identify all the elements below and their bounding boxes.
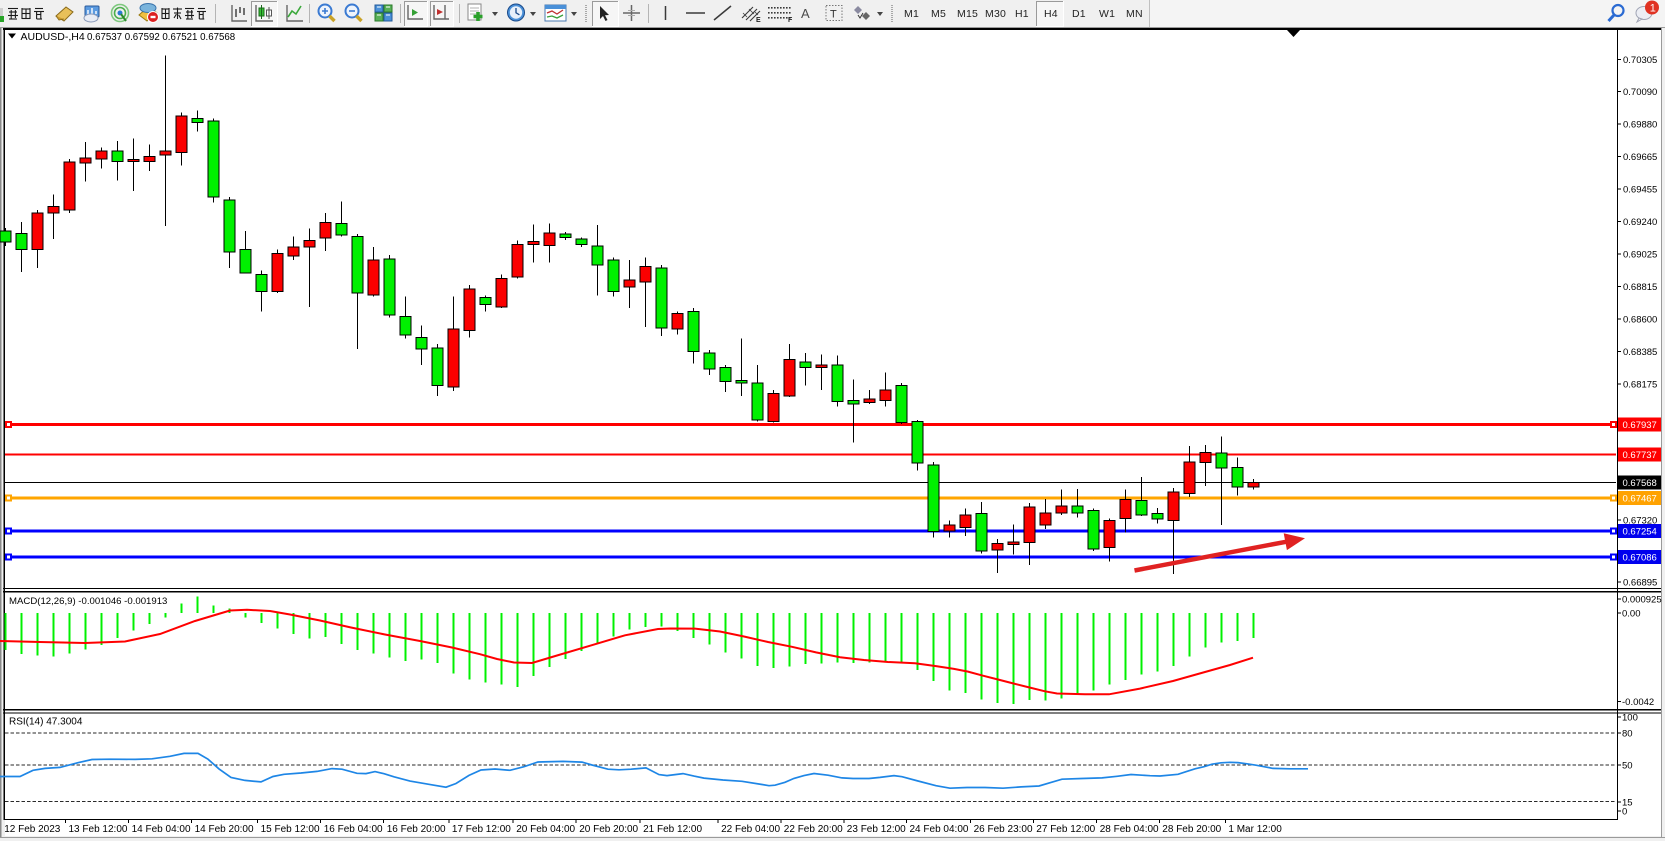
svg-text:0.67568: 0.67568 — [1623, 478, 1657, 489]
svg-text:M1: M1 — [904, 8, 919, 20]
svg-text:27 Feb 12:00: 27 Feb 12:00 — [1036, 824, 1095, 835]
svg-text:0.67086: 0.67086 — [1623, 552, 1657, 563]
svg-text:-0.0042: -0.0042 — [1622, 697, 1654, 708]
svg-text:0.67937: 0.67937 — [1623, 420, 1657, 431]
svg-text:F: F — [788, 17, 793, 24]
svg-text:0.69880: 0.69880 — [1623, 120, 1657, 131]
svg-text:14 Feb 04:00: 14 Feb 04:00 — [132, 824, 191, 835]
svg-text:20 Feb 04:00: 20 Feb 04:00 — [516, 824, 575, 835]
svg-text:0.67254: 0.67254 — [1623, 526, 1657, 537]
svg-text:14 Feb 20:00: 14 Feb 20:00 — [195, 824, 254, 835]
svg-text:17 Feb 12:00: 17 Feb 12:00 — [452, 824, 511, 835]
svg-text:0.67537 0.67592 0.67521 0.6756: 0.67537 0.67592 0.67521 0.67568 — [87, 32, 235, 43]
svg-text:M5: M5 — [931, 8, 946, 20]
svg-text:23 Feb 12:00: 23 Feb 12:00 — [847, 824, 906, 835]
svg-text:0.000925: 0.000925 — [1622, 594, 1662, 605]
svg-text:AUDUSD-,H4: AUDUSD-,H4 — [21, 31, 85, 43]
svg-text:M15: M15 — [957, 8, 978, 20]
svg-text:100: 100 — [1622, 713, 1638, 724]
svg-text:1: 1 — [1650, 3, 1656, 15]
svg-text:E: E — [756, 17, 761, 24]
svg-text:MN: MN — [1126, 8, 1143, 20]
svg-text:0.68600: 0.68600 — [1623, 315, 1657, 326]
svg-text:0.67320: 0.67320 — [1623, 515, 1657, 526]
svg-text:0.68175: 0.68175 — [1623, 380, 1657, 391]
svg-text:0: 0 — [1622, 807, 1627, 818]
svg-text:M30: M30 — [985, 8, 1006, 20]
svg-text:0.70305: 0.70305 — [1623, 55, 1657, 66]
svg-text:22 Feb 04:00: 22 Feb 04:00 — [721, 824, 780, 835]
svg-text:0.68815: 0.68815 — [1623, 282, 1657, 293]
svg-text:21 Feb 12:00: 21 Feb 12:00 — [643, 824, 702, 835]
svg-text:1 Mar 12:00: 1 Mar 12:00 — [1228, 824, 1282, 835]
svg-text:16 Feb 04:00: 16 Feb 04:00 — [324, 824, 383, 835]
svg-text:W1: W1 — [1099, 8, 1115, 20]
svg-text:MACD(12,26,9) -0.001046 -0.001: MACD(12,26,9) -0.001046 -0.001913 — [9, 596, 167, 607]
svg-text:T: T — [830, 9, 837, 21]
svg-text:28 Feb 20:00: 28 Feb 20:00 — [1162, 824, 1221, 835]
svg-text:0.67737: 0.67737 — [1623, 450, 1657, 461]
svg-text:0.68385: 0.68385 — [1623, 347, 1657, 358]
svg-text:15 Feb 12:00: 15 Feb 12:00 — [261, 824, 320, 835]
svg-text:24 Feb 04:00: 24 Feb 04:00 — [910, 824, 969, 835]
svg-text:D1: D1 — [1072, 8, 1086, 20]
svg-text:0.69025: 0.69025 — [1623, 250, 1657, 261]
svg-text:0.67467: 0.67467 — [1623, 493, 1657, 504]
svg-text:80: 80 — [1622, 728, 1633, 739]
svg-text:28 Feb 04:00: 28 Feb 04:00 — [1100, 824, 1159, 835]
svg-text:20 Feb 20:00: 20 Feb 20:00 — [579, 824, 638, 835]
svg-text:0.69665: 0.69665 — [1623, 152, 1657, 163]
svg-text:0.69240: 0.69240 — [1623, 217, 1657, 228]
svg-text:15: 15 — [1622, 798, 1633, 809]
svg-text:RSI(14) 47.3004: RSI(14) 47.3004 — [9, 717, 83, 728]
svg-text:H1: H1 — [1015, 8, 1029, 20]
svg-text:0.66895: 0.66895 — [1623, 578, 1657, 589]
svg-text:50: 50 — [1622, 760, 1633, 771]
svg-text:26 Feb 23:00: 26 Feb 23:00 — [974, 824, 1033, 835]
svg-text:16 Feb 20:00: 16 Feb 20:00 — [387, 824, 446, 835]
svg-text:12 Feb 2023: 12 Feb 2023 — [4, 824, 61, 835]
svg-text:0.70090: 0.70090 — [1623, 87, 1657, 98]
svg-text:0.69455: 0.69455 — [1623, 185, 1657, 196]
svg-text:H4: H4 — [1044, 8, 1058, 20]
svg-text:22 Feb 20:00: 22 Feb 20:00 — [784, 824, 843, 835]
svg-text:13 Feb 12:00: 13 Feb 12:00 — [69, 824, 128, 835]
svg-text:0.00: 0.00 — [1622, 609, 1641, 620]
svg-text:A: A — [801, 6, 810, 21]
